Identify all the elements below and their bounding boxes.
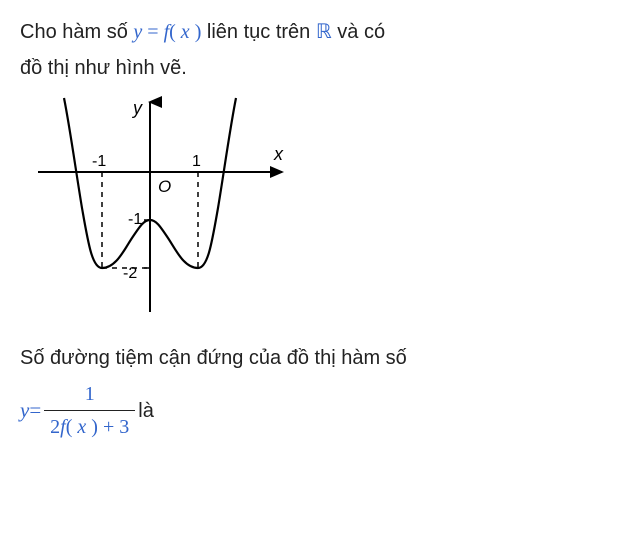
text: Cho hàm số <box>20 21 133 43</box>
plus-3: + 3 <box>103 416 129 438</box>
function-graph: y x O -1 1 -1 -2 <box>20 92 604 332</box>
paren-open: ( <box>66 416 78 438</box>
text: liên tục trên <box>201 21 316 43</box>
coef-2: 2 <box>50 416 60 438</box>
problem-line-2: đồ thị như hình vẽ. <box>20 52 604 84</box>
paren-close: ) <box>190 21 202 43</box>
var-x: x <box>181 21 190 43</box>
tick-neg1: -1 <box>92 153 106 170</box>
text: và có <box>332 21 385 43</box>
x-axis-label: x <box>273 144 284 164</box>
var-x: x <box>77 416 86 438</box>
tick-pos1: 1 <box>192 153 201 170</box>
problem-line-4: y = 1 2f( x ) + 3 là <box>20 378 604 443</box>
origin-label: O <box>158 177 171 196</box>
eq-sign: = <box>142 21 163 43</box>
var-y: y <box>20 394 29 428</box>
paren-close: ) <box>86 416 103 438</box>
eq-sign: = <box>29 394 41 428</box>
denominator: 2f( x ) + 3 <box>44 410 135 443</box>
text-la: là <box>138 395 154 427</box>
var-y: y <box>133 21 142 43</box>
problem-line-3: Số đường tiệm cận đứng của đồ thị hàm số <box>20 342 604 374</box>
problem-line-1: Cho hàm số y = f( x ) liên tục trên ℝ và… <box>20 16 604 48</box>
paren-open: ( <box>169 21 181 43</box>
fraction: 1 2f( x ) + 3 <box>44 378 135 443</box>
numerator: 1 <box>44 378 135 410</box>
graph-svg: y x O -1 1 -1 -2 <box>20 92 300 322</box>
text: đồ thị như hình vẽ. <box>20 57 187 79</box>
y-axis-label: y <box>131 98 143 118</box>
text: Số đường tiệm cận đứng của đồ thị hàm số <box>20 347 407 369</box>
set-R: ℝ <box>316 21 332 43</box>
